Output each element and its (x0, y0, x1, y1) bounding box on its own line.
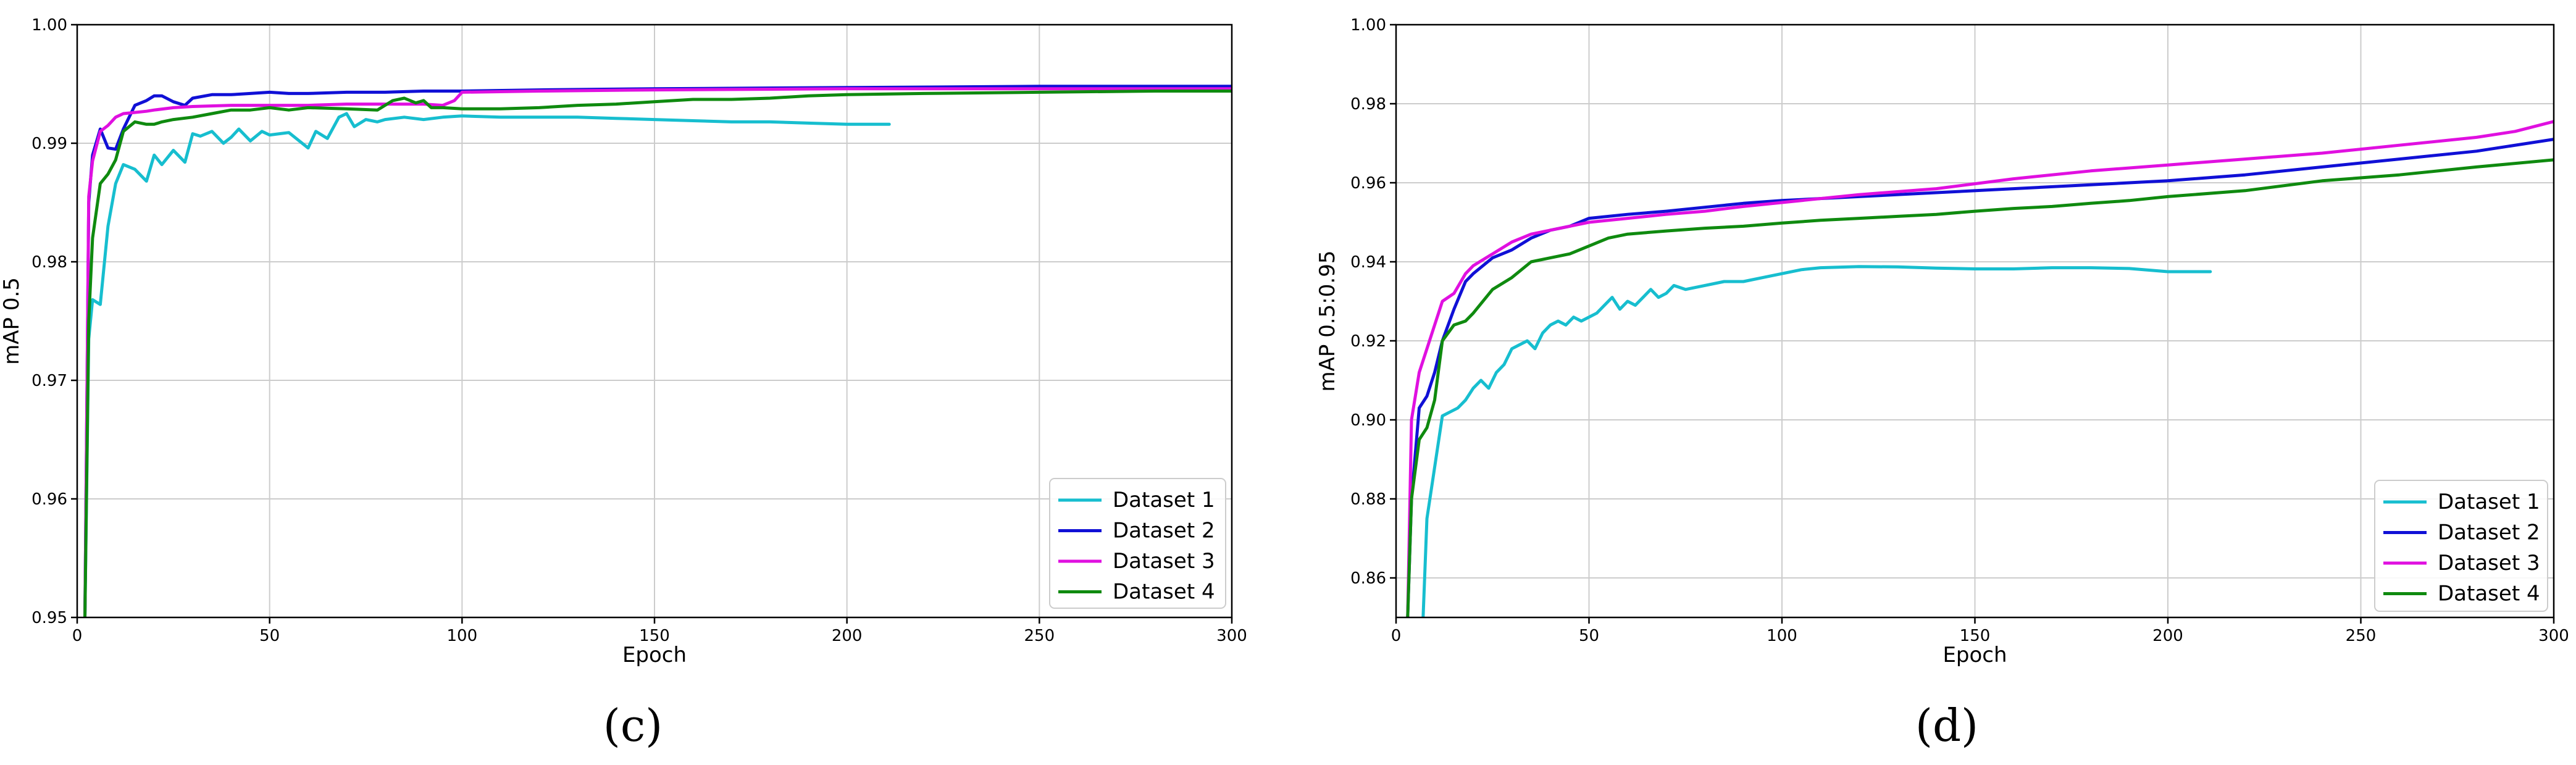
x-tick-label: 250 (1024, 627, 1055, 645)
series-line-3 (1406, 120, 2554, 617)
x-tick-label: 150 (639, 627, 670, 645)
legend (1049, 478, 1226, 609)
y-tick-label: 0.90 (1350, 411, 1386, 430)
x-tick-label: 0 (1391, 627, 1402, 645)
y-tick-label: 1.00 (31, 16, 67, 35)
x-tick-label: 250 (2346, 627, 2377, 645)
x-tick-label: 200 (2152, 627, 2183, 645)
chart-panel-d: 0 50 100 150 200 250 300 0.86 0.88 0.90 0.92 0.94 0.… (1288, 0, 2576, 763)
legend-label-3: Dataset 3 (2438, 551, 2540, 575)
x-axis-label: Epoch (622, 643, 687, 667)
x-axis-label: Epoch (1942, 643, 2007, 667)
chart-c: 0 50 100 150 200 250 300 0.95 0.96 0.97 0.98 0.99 1.… (0, 16, 1247, 751)
y-tick-label: 0.92 (1350, 332, 1386, 351)
y-tick-label: 0.95 (31, 609, 67, 627)
x-tick-label: 150 (1960, 627, 1991, 645)
legend-label-2: Dataset 2 (1113, 519, 1215, 543)
y-tick-label: 0.98 (31, 253, 67, 272)
y-tick-label: 0.97 (31, 372, 67, 390)
legend-label-1: Dataset 1 (2438, 490, 2540, 514)
y-tick-label: 0.96 (1350, 174, 1386, 193)
series-line-3 (83, 87, 1232, 617)
y-axis-label: mAP 0.5 (0, 277, 24, 365)
chart-panel-c: 0 50 100 150 200 250 300 0.95 0.96 0.97 0.98 0.99 1.… (0, 0, 1288, 763)
y-tick-label: 0.94 (1350, 253, 1386, 272)
chart-d: 0 50 100 150 200 250 300 0.86 0.88 0.90 0.92 0.94 0.… (1315, 16, 2569, 751)
legend-label-4: Dataset 4 (1113, 580, 1215, 604)
x-tick-label: 200 (832, 627, 863, 645)
legend (2374, 480, 2548, 612)
x-tick-label: 50 (1579, 627, 1599, 645)
x-tick-label: 300 (1216, 627, 1247, 645)
y-tick-label: 0.98 (1350, 95, 1386, 114)
x-tick-label: 100 (447, 627, 478, 645)
y-tick-label: 0.86 (1350, 569, 1386, 588)
panel-caption: (c) (603, 700, 663, 751)
y-tick-label: 0.99 (31, 135, 67, 153)
legend-label-3: Dataset 3 (1113, 549, 1215, 574)
x-tick-label: 50 (259, 627, 280, 645)
legend-label-1: Dataset 1 (1113, 488, 1215, 512)
legend-label-4: Dataset 4 (2438, 582, 2540, 606)
x-tick-label: 300 (2538, 627, 2569, 645)
series-line-1 (1421, 265, 2212, 617)
x-tick-label: 100 (1767, 627, 1797, 645)
panel-caption: (d) (1915, 700, 1978, 751)
x-tick-label: 0 (72, 627, 83, 645)
legend-label-2: Dataset 2 (2438, 520, 2540, 545)
series-line-4 (83, 90, 1232, 617)
y-tick-label: 0.88 (1350, 490, 1386, 509)
y-tick-label: 0.96 (31, 490, 67, 509)
series-line-1 (83, 112, 891, 617)
y-axis-label: mAP 0.5:0.95 (1315, 251, 1340, 392)
series-line-4 (1406, 158, 2554, 617)
y-tick-label: 1.00 (1350, 16, 1386, 35)
